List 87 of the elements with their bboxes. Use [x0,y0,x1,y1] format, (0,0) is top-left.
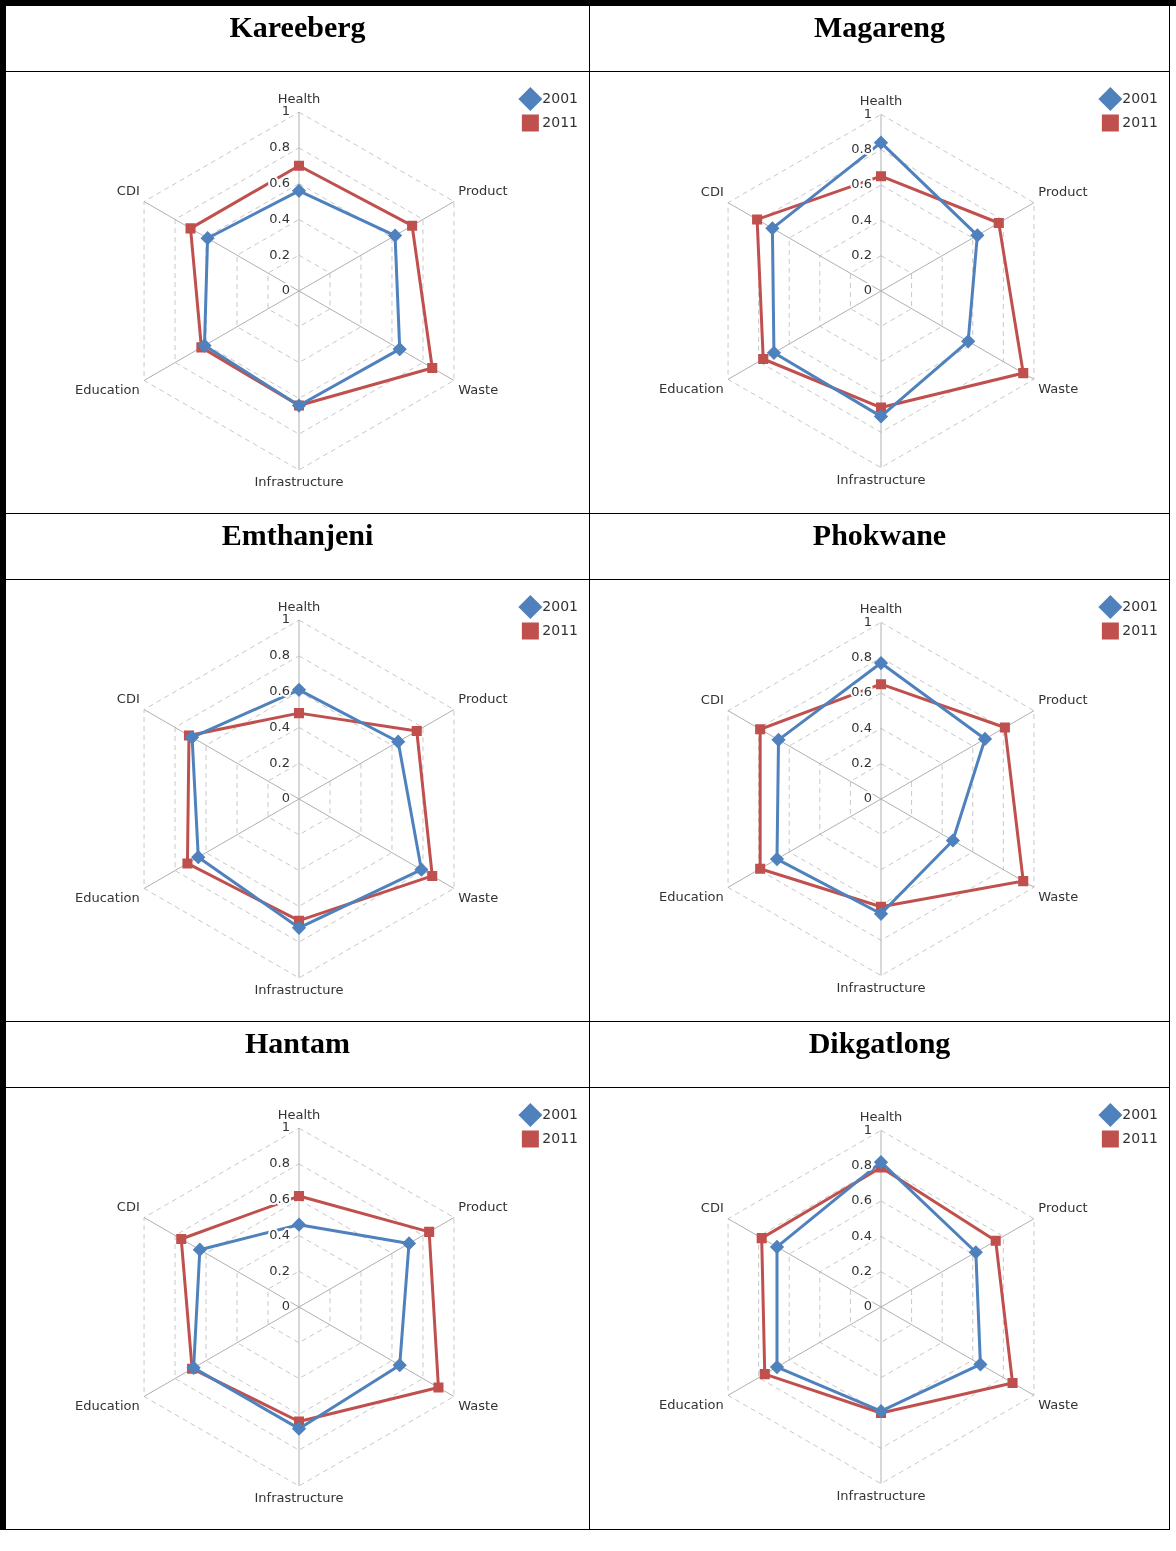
spoke-label: Product [458,182,508,198]
legend-label: 2001 [542,89,579,106]
y-tick-label: 0.2 [269,1262,290,1278]
spoke-label: Education [658,1396,724,1412]
y-tick-label: 1 [863,613,872,629]
spoke-label: Waste [1038,1396,1079,1412]
y-tick-label: 0.8 [851,141,872,157]
legend-label: 2011 [1122,1129,1159,1146]
spoke-label: Infrastructure [254,1490,344,1506]
chart-title: Emthanjeni [6,514,590,580]
spoke-label: CDI [116,690,140,706]
y-tick-label: 0.4 [851,719,872,735]
legend-label: 2001 [1122,1105,1159,1122]
spoke-label: CDI [700,691,724,707]
spoke-label: Waste [1038,888,1079,904]
spoke-label: Health [277,1106,321,1122]
spoke-label: CDI [700,1199,724,1215]
y-tick-label: 0.6 [269,175,290,191]
legend-label: 2011 [1122,113,1159,130]
y-tick-label: 0.6 [269,683,290,699]
y-tick-label: 0.4 [269,1226,290,1242]
y-tick-label: 0.2 [269,754,290,770]
y-tick-label: 1 [281,611,290,627]
y-tick-label: 0.2 [851,247,872,263]
legend-label: 2001 [542,597,579,614]
spoke-label: Product [1038,691,1088,707]
spoke-label: CDI [116,1198,140,1214]
y-tick-label: 0.2 [851,1263,872,1279]
spoke-label: Infrastructure [254,474,344,490]
spoke-label: Education [74,382,140,398]
y-tick-label: 0.2 [269,246,290,262]
spoke-label: Health [859,1108,903,1124]
spoke-label: CDI [116,182,140,198]
chart-title: Hantam [6,1022,590,1088]
chart-title: Dikgatlong [590,1022,1170,1088]
spoke-label: Infrastructure [836,471,926,487]
y-tick-label: 0.8 [851,649,872,665]
spoke-label: Health [277,90,321,106]
spoke-label: Infrastructure [836,979,926,995]
y-tick-label: 1 [281,1119,290,1135]
spoke-label: Product [458,690,508,706]
y-tick-label: 0.4 [269,210,290,226]
chart-title: Magareng [590,6,1170,72]
y-tick-label: 0 [281,1298,290,1314]
y-tick-label: 0.4 [851,211,872,227]
spoke-label: Health [859,600,903,616]
spoke-label: Waste [1038,380,1079,396]
spoke-label: Health [277,598,321,614]
y-tick-label: 0 [863,282,872,298]
legend-label: 2011 [542,621,579,638]
y-tick-label: 0 [863,1298,872,1314]
y-tick-label: 0.4 [851,1227,872,1243]
y-tick-label: 0.8 [851,1157,872,1173]
spoke-label: Product [1038,183,1088,199]
spoke-label: Education [658,380,724,396]
spoke-label: Waste [458,382,499,398]
legend-label: 2001 [542,1105,579,1122]
y-tick-label: 0.8 [269,139,290,155]
spoke-label: Product [458,1198,508,1214]
y-tick-label: 1 [863,105,872,121]
legend-label: 2001 [1122,89,1159,106]
y-tick-label: 1 [863,1121,872,1137]
spoke-label: Infrastructure [836,1487,926,1503]
spoke-label: Education [74,890,140,906]
legend-label: 2011 [542,113,579,130]
spoke-label: Health [859,92,903,108]
spoke-label: Infrastructure [254,982,344,998]
spoke-label: Waste [458,890,499,906]
legend-label: 2001 [1122,597,1159,614]
spoke-label: CDI [700,183,724,199]
y-tick-label: 0 [281,282,290,298]
chart-title: Phokwane [590,514,1170,580]
spoke-label: Waste [458,1398,499,1414]
y-tick-label: 0.8 [269,647,290,663]
chart-title: Kareeberg [6,6,590,72]
y-tick-label: 0.8 [269,1155,290,1171]
legend-label: 2011 [1122,621,1159,638]
y-tick-label: 0 [281,790,290,806]
legend-label: 2011 [542,1129,579,1146]
spoke-label: Education [74,1398,140,1414]
y-tick-label: 1 [281,103,290,119]
spoke-label: Education [658,888,724,904]
y-tick-label: 0.4 [269,718,290,734]
y-tick-label: 0.6 [851,1192,872,1208]
spoke-label: Product [1038,1199,1088,1215]
y-tick-label: 0.2 [851,755,872,771]
y-tick-label: 0 [863,790,872,806]
